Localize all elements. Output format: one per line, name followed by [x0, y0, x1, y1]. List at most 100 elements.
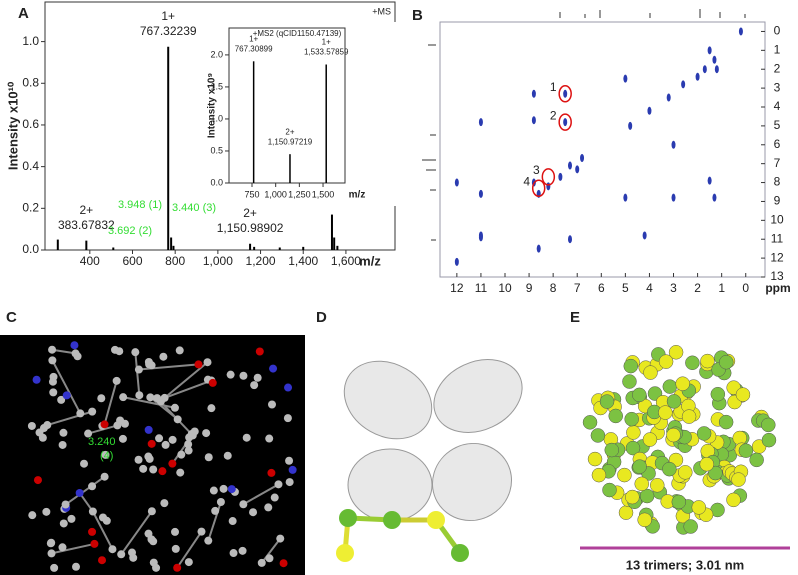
cross-peak: [558, 172, 563, 181]
atom: [239, 500, 248, 509]
bond: [103, 380, 118, 425]
y-tick-label: 10: [770, 213, 784, 227]
x-tick-label: 400: [80, 254, 100, 268]
atom: [58, 440, 67, 449]
atom: [147, 507, 156, 516]
atom: [147, 439, 156, 448]
atom: [285, 478, 294, 487]
bead: [666, 427, 681, 443]
cross-peak: [563, 118, 568, 127]
peak-charge: 2+: [79, 203, 93, 217]
atom: [35, 428, 44, 437]
cross-peak: [666, 93, 671, 102]
atom: [88, 507, 97, 516]
atom: [158, 467, 167, 476]
atom: [57, 395, 66, 404]
panel-label: E: [570, 309, 580, 326]
atom: [27, 421, 36, 430]
bead: [668, 345, 684, 360]
atom: [100, 420, 109, 429]
peak-mz-label: 1,150.98902: [217, 221, 284, 235]
atom: [194, 360, 203, 369]
atom: [171, 544, 180, 553]
x-tick-label: 0: [742, 281, 749, 295]
atom: [84, 429, 93, 438]
molecule-e: [582, 345, 777, 535]
peak-mz-label: 1,150.97219: [268, 137, 313, 146]
bead: [637, 512, 652, 528]
atom: [116, 416, 125, 425]
atom: [184, 558, 193, 567]
annotation-label: 4: [523, 174, 530, 188]
cross-peak: [454, 257, 459, 266]
atom: [270, 493, 279, 502]
bead: [685, 355, 700, 371]
atom: [257, 558, 266, 567]
peak-charge: 2+: [243, 206, 257, 220]
cross-peak: [702, 65, 707, 74]
x-tick-label: 750: [244, 189, 259, 199]
atom: [204, 453, 213, 462]
annotation-circle: [558, 85, 572, 103]
y-axis-label: Intensity x10¹⁰: [5, 81, 20, 170]
atom: [156, 397, 165, 406]
atom: [112, 376, 121, 385]
bead: [708, 465, 723, 481]
chart-title: +MS2 (qCID1150.47139): [253, 29, 342, 38]
cross-peak: [568, 235, 572, 244]
bead: [718, 414, 734, 430]
atom: [265, 554, 274, 563]
x-tick-label: 4: [646, 281, 653, 295]
y-tick-label: 1.0: [210, 113, 223, 123]
y-tick-label: 0: [774, 24, 781, 38]
y-tick-label: 3: [774, 80, 781, 94]
bead: [582, 415, 598, 430]
atom: [227, 485, 236, 494]
atom: [239, 371, 248, 380]
atom: [160, 499, 169, 508]
atom: [47, 549, 56, 558]
atom: [72, 562, 81, 571]
atom: [88, 407, 97, 416]
atom: [223, 451, 232, 460]
y-tick-label: 9: [774, 194, 781, 208]
atom: [28, 511, 37, 520]
atom: [62, 391, 71, 400]
x-tick-label: 9: [526, 281, 533, 295]
bead: [617, 467, 632, 483]
atom: [144, 425, 153, 434]
cross-peak: [454, 178, 459, 187]
bead: [726, 492, 741, 508]
atom: [134, 455, 143, 464]
y-tick-label: 0.0: [210, 177, 223, 187]
bead: [683, 519, 698, 534]
bead: [699, 456, 715, 472]
bead: [735, 387, 751, 402]
atom: [177, 450, 186, 459]
atom: [128, 548, 136, 557]
cross-peak: [568, 161, 572, 170]
atom: [134, 365, 143, 374]
atom: [175, 346, 184, 355]
y-tick-label: 12: [770, 250, 784, 264]
bond: [163, 361, 209, 399]
cross-peak: [536, 244, 541, 253]
distance-label: 3.948 (1): [118, 199, 162, 211]
atom: [264, 503, 273, 512]
x-tick-label: 11: [475, 281, 488, 295]
atom: [71, 349, 80, 358]
distance-label: 3.692 (2): [108, 225, 152, 237]
atom: [255, 347, 264, 356]
atom: [283, 414, 292, 423]
atom: [131, 348, 140, 357]
cross-peak: [575, 165, 580, 174]
cross-peak: [712, 193, 717, 202]
atom: [119, 393, 128, 402]
atom: [118, 434, 127, 443]
atom: [135, 391, 144, 400]
y-tick-label: 0.4: [22, 159, 39, 173]
bead: [591, 467, 607, 483]
cross-peak: [563, 89, 568, 98]
x-tick-label: 1: [718, 281, 725, 295]
cross-peak: [623, 74, 628, 83]
